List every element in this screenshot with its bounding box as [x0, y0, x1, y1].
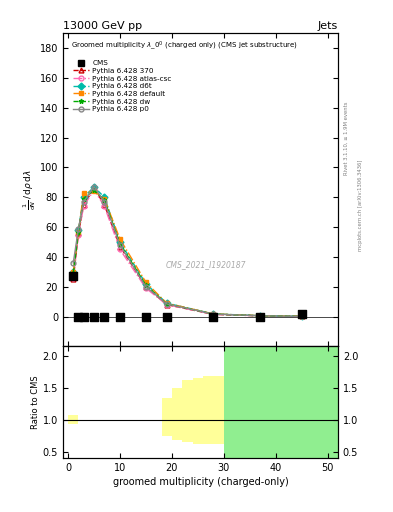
- Pythia 6.428 d6t: [92, 184, 96, 190]
- Pythia 6.428 dw: [299, 313, 304, 319]
- Text: mcplots.cern.ch [arXiv:1306.3436]: mcplots.cern.ch [arXiv:1306.3436]: [358, 159, 363, 250]
- Pythia 6.428 dw: [81, 196, 86, 202]
- Pythia 6.428 370: [164, 302, 169, 308]
- CMS: [163, 312, 170, 321]
- Pythia 6.428 d6t: [164, 300, 169, 306]
- Pythia 6.428 d6t: [258, 313, 263, 319]
- Pythia 6.428 370: [102, 202, 107, 208]
- Pythia 6.428 dw: [102, 197, 107, 203]
- Pythia 6.428 atlas-csc: [102, 203, 107, 209]
- Pythia 6.428 370: [211, 311, 216, 317]
- Pythia 6.428 atlas-csc: [92, 187, 96, 193]
- Pythia 6.428 370: [258, 313, 263, 319]
- Text: CMS_2021_I1920187: CMS_2021_I1920187: [166, 261, 246, 269]
- Pythia 6.428 atlas-csc: [76, 231, 81, 238]
- Pythia 6.428 default: [211, 311, 216, 317]
- Text: Rivet 3.1.10, ≥ 1.9M events: Rivet 3.1.10, ≥ 1.9M events: [344, 101, 349, 175]
- Pythia 6.428 default: [76, 228, 81, 234]
- Pythia 6.428 atlas-csc: [258, 313, 263, 319]
- CMS: [210, 312, 217, 321]
- Pythia 6.428 atlas-csc: [143, 285, 148, 291]
- Pythia 6.428 d6t: [211, 311, 216, 317]
- Pythia 6.428 atlas-csc: [164, 302, 169, 308]
- Pythia 6.428 p0: [211, 311, 216, 317]
- Pythia 6.428 dw: [211, 311, 216, 317]
- Pythia 6.428 default: [299, 313, 304, 319]
- CMS: [70, 272, 76, 281]
- Pythia 6.428 dw: [143, 282, 148, 288]
- Pythia 6.428 dw: [164, 301, 169, 307]
- Pythia 6.428 default: [143, 279, 148, 285]
- Text: 13000 GeV pp: 13000 GeV pp: [63, 21, 142, 31]
- Pythia 6.428 d6t: [143, 281, 148, 287]
- Y-axis label: Ratio to CMS: Ratio to CMS: [31, 375, 40, 429]
- Pythia 6.428 dw: [118, 241, 122, 247]
- Pythia 6.428 d6t: [71, 269, 75, 275]
- Pythia 6.428 atlas-csc: [71, 275, 75, 281]
- Pythia 6.428 default: [102, 196, 107, 202]
- Pythia 6.428 d6t: [76, 227, 81, 233]
- Text: Jets: Jets: [318, 21, 338, 31]
- Pythia 6.428 370: [118, 243, 122, 249]
- Pythia 6.428 370: [76, 230, 81, 236]
- Pythia 6.428 d6t: [299, 313, 304, 319]
- Pythia 6.428 370: [81, 202, 86, 208]
- Pythia 6.428 d6t: [81, 194, 86, 200]
- Pythia 6.428 default: [258, 313, 263, 319]
- Pythia 6.428 atlas-csc: [81, 203, 86, 209]
- Pythia 6.428 dw: [92, 187, 96, 193]
- Pythia 6.428 d6t: [118, 239, 122, 245]
- Pythia 6.428 370: [92, 185, 96, 191]
- Pythia 6.428 p0: [143, 284, 148, 290]
- Line: Pythia 6.428 p0: Pythia 6.428 p0: [71, 184, 304, 319]
- Pythia 6.428 370: [143, 284, 148, 290]
- Pythia 6.428 default: [92, 188, 96, 195]
- Line: Pythia 6.428 370: Pythia 6.428 370: [71, 186, 304, 319]
- Pythia 6.428 p0: [92, 184, 96, 190]
- Pythia 6.428 370: [71, 276, 75, 283]
- CMS: [101, 312, 108, 321]
- CMS: [257, 312, 263, 321]
- Pythia 6.428 p0: [118, 242, 122, 248]
- Pythia 6.428 d6t: [102, 194, 107, 200]
- Text: Groomed multiplicity $\lambda\_0^0$ (charged only) (CMS jet substructure): Groomed multiplicity $\lambda\_0^0$ (cha…: [71, 39, 298, 52]
- CMS: [75, 312, 82, 321]
- Line: Pythia 6.428 default: Pythia 6.428 default: [71, 189, 304, 319]
- Pythia 6.428 default: [118, 236, 122, 242]
- Pythia 6.428 p0: [81, 199, 86, 205]
- Pythia 6.428 atlas-csc: [211, 311, 216, 317]
- Pythia 6.428 370: [299, 313, 304, 319]
- Pythia 6.428 default: [71, 269, 75, 275]
- CMS: [91, 312, 97, 321]
- Pythia 6.428 atlas-csc: [118, 246, 122, 252]
- Y-axis label: $\frac{1}{\mathrm{d}N}\,/\,\mathrm{d}\rho\,\mathrm{d}\lambda$: $\frac{1}{\mathrm{d}N}\,/\,\mathrm{d}\rh…: [22, 169, 38, 210]
- Line: Pythia 6.428 dw: Pythia 6.428 dw: [71, 187, 304, 319]
- CMS: [299, 310, 305, 318]
- Pythia 6.428 default: [164, 300, 169, 306]
- Pythia 6.428 p0: [102, 199, 107, 205]
- Pythia 6.428 p0: [164, 301, 169, 307]
- Legend: CMS, Pythia 6.428 370, Pythia 6.428 atlas-csc, Pythia 6.428 d6t, Pythia 6.428 de: CMS, Pythia 6.428 370, Pythia 6.428 atla…: [72, 59, 173, 114]
- Pythia 6.428 p0: [258, 313, 263, 319]
- Line: Pythia 6.428 atlas-csc: Pythia 6.428 atlas-csc: [71, 187, 304, 319]
- CMS: [143, 312, 149, 321]
- Pythia 6.428 default: [81, 190, 86, 196]
- Pythia 6.428 p0: [71, 260, 75, 266]
- Pythia 6.428 dw: [71, 270, 75, 276]
- Pythia 6.428 atlas-csc: [299, 313, 304, 319]
- Pythia 6.428 dw: [258, 313, 263, 319]
- CMS: [81, 312, 87, 321]
- Line: Pythia 6.428 d6t: Pythia 6.428 d6t: [71, 184, 304, 319]
- X-axis label: groomed multiplicity (charged-only): groomed multiplicity (charged-only): [112, 477, 288, 487]
- Pythia 6.428 p0: [299, 313, 304, 319]
- Pythia 6.428 p0: [76, 226, 81, 232]
- Pythia 6.428 dw: [76, 228, 81, 234]
- CMS: [117, 312, 123, 321]
